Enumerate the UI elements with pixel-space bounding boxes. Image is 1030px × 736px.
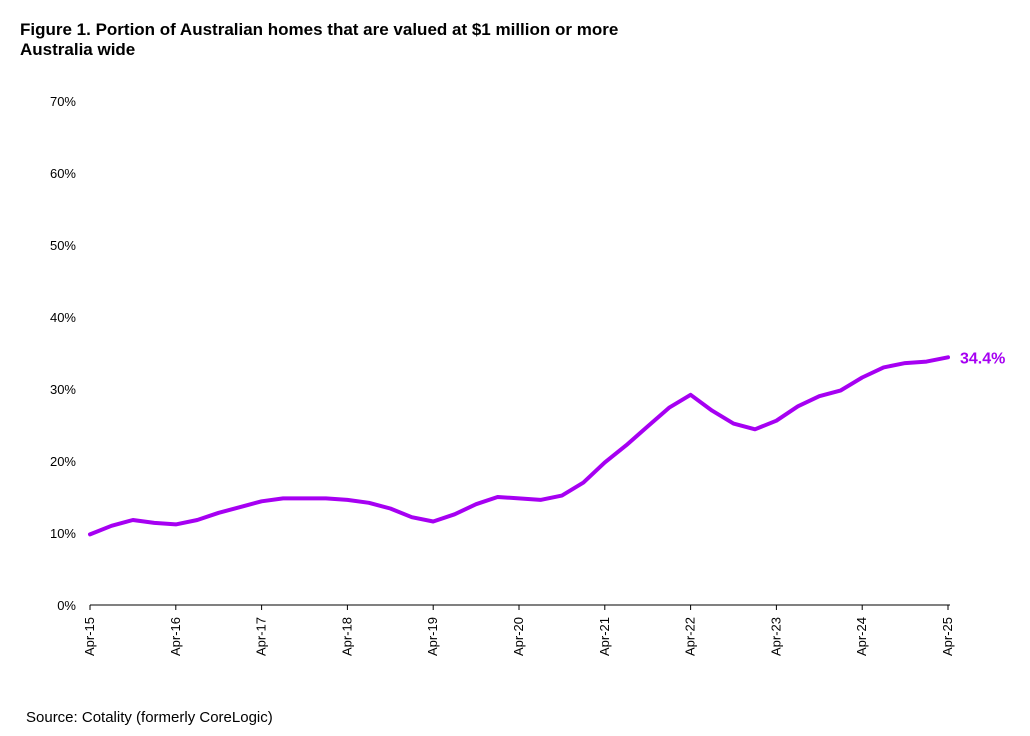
source-note: Source: Cotality (formerly CoreLogic)	[26, 709, 273, 726]
x-tick-label: Apr-25	[940, 617, 955, 656]
x-tick-label: Apr-20	[511, 617, 526, 656]
y-tick-label: 10%	[50, 526, 76, 541]
y-tick-label: 20%	[50, 454, 76, 469]
y-tick-label: 50%	[50, 238, 76, 253]
y-tick-label: 60%	[50, 166, 76, 181]
chart-subtitle: Australia wide	[20, 40, 136, 59]
chart-title-line1: Figure 1. Portion of Australian homes th…	[20, 20, 619, 39]
x-tick-label: Apr-23	[768, 617, 783, 656]
x-tick-label: Apr-16	[168, 617, 183, 656]
y-axis: 0% 10% 20% 30% 40% 50% 60% 70%	[50, 94, 76, 613]
x-tick-label: Apr-17	[254, 617, 269, 656]
x-tick-label: Apr-19	[425, 617, 440, 656]
y-tick-label: 40%	[50, 310, 76, 325]
x-tick-label: Apr-18	[339, 617, 354, 656]
x-tick-label: Apr-22	[683, 617, 698, 656]
y-tick-label: 70%	[50, 94, 76, 109]
y-tick-label: 30%	[50, 382, 76, 397]
line-chart: 0%10%20%30%40%50%60%70% Apr-15 Apr-16 Apr-…	[50, 94, 1005, 656]
x-tick-label: Apr-21	[597, 617, 612, 656]
y-tick-label: 0%	[57, 598, 76, 613]
x-tick-label: Apr-15	[82, 617, 97, 656]
chart-title: Figure 1. Portion of Australian homes th…	[20, 20, 618, 60]
end-value-label: 34.4%	[960, 350, 1005, 367]
x-tick-label: Apr-24	[854, 617, 869, 656]
plot-area: 34.4%	[88, 350, 1005, 537]
x-axis: Apr-15 Apr-16 Apr-17 Apr-18 Apr-19 Apr-20 Apr-…	[82, 604, 955, 656]
series-line	[88, 355, 950, 537]
